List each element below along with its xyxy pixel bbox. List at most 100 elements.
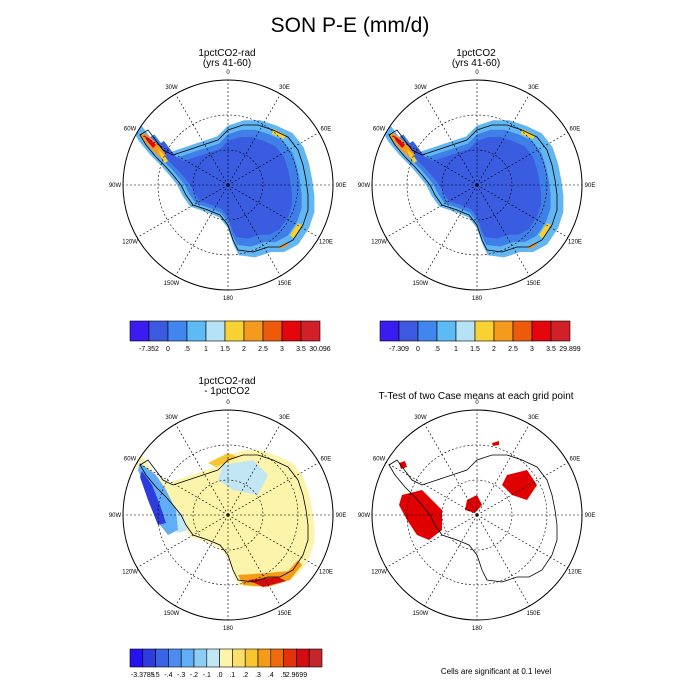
lon-label: 60W	[373, 127, 386, 133]
map-boundary	[371, 79, 583, 291]
colorbar-label: 3.5	[546, 346, 556, 353]
colorbar-box	[257, 648, 272, 668]
lon-label: 180	[223, 626, 234, 632]
lon-label: 60E	[321, 127, 332, 133]
lon-label: 30W	[165, 85, 178, 91]
lon-label: 90E	[336, 183, 347, 189]
colorbar-label: 3.5	[296, 346, 306, 353]
colorbar-box	[129, 320, 150, 342]
colorbar-box	[262, 320, 283, 342]
field-fill-inner	[157, 137, 292, 239]
significant-cells	[502, 470, 537, 500]
meridian-line	[136, 132, 229, 186]
colorbar-label: 1.5	[470, 346, 480, 353]
panel2-title: 1pctCO2 (yrs 41-60)	[376, 49, 576, 69]
colorbar-box	[300, 320, 321, 342]
lon-label: 150E	[526, 281, 540, 287]
lon-label: 120E	[319, 570, 333, 576]
diff-fill-lightblue	[218, 460, 268, 495]
colorbar-box	[148, 320, 169, 342]
colorbar-label: .5	[184, 346, 190, 353]
lon-label: 180	[223, 296, 234, 302]
colorbar-label: -7.309	[389, 346, 409, 353]
lon-label: 90W	[109, 513, 122, 519]
meridian-line	[227, 132, 320, 186]
colorbar-label: -7.352	[139, 346, 159, 353]
panel4-title-line1: T-Test of two Case means at each grid po…	[378, 391, 574, 402]
panel1-title: 1pctCO2-rad (yrs 41-60)	[127, 49, 327, 69]
colorbar-box	[417, 320, 438, 342]
coast-yellow-spot	[290, 223, 302, 239]
lon-label: 120E	[568, 570, 582, 576]
panel1-title-line1: 1pctCO2-rad	[198, 48, 256, 59]
colorbar-box	[244, 648, 259, 668]
coastline	[139, 124, 309, 253]
meridian-line	[476, 93, 530, 186]
meridian-line	[227, 514, 320, 568]
meridian-line	[424, 93, 478, 186]
lon-label: 120E	[568, 240, 582, 246]
panel1-title-line2: (yrs 41-60)	[202, 58, 252, 69]
meridian-line	[136, 514, 229, 568]
meridian-line	[175, 93, 229, 186]
lon-label: 150E	[526, 611, 540, 617]
colorbar-label: .2	[242, 672, 248, 679]
meridian-line	[227, 93, 281, 186]
map-panel-4: 0 30E 60E 90E 120E 150E 180 150W 120W 90W 60W 30W	[358, 400, 596, 632]
lon-label: 180	[472, 626, 483, 632]
lon-label: 120W	[371, 570, 387, 576]
meridian-line	[385, 132, 478, 186]
colorbar-box	[167, 320, 188, 342]
colorbar-box	[205, 320, 226, 342]
panel3-title-line1: 1pctCO2-rad	[198, 376, 256, 387]
colorbar-label: 0	[166, 346, 170, 353]
colorbar-box	[512, 320, 533, 342]
meridian-line	[175, 423, 229, 516]
lon-label: 120W	[122, 570, 138, 576]
lon-label: 60E	[321, 457, 332, 463]
lon-label: 0	[475, 70, 479, 76]
diff-fill-darkblue	[140, 471, 166, 525]
colorbar-label: 30.096	[309, 346, 331, 353]
lon-label: 60W	[124, 127, 137, 133]
significant-cells	[399, 461, 407, 469]
meridian-line	[476, 184, 530, 277]
latitude-circle	[441, 149, 513, 221]
colorbar-label: 3	[280, 346, 284, 353]
lon-label: 180	[472, 296, 483, 302]
colorbar-label: -.5	[152, 672, 160, 679]
lon-label: 90E	[336, 513, 347, 519]
colorbar-label: 1	[204, 346, 208, 353]
lon-label: 150W	[413, 611, 429, 617]
lon-label: 60W	[373, 457, 386, 463]
colorbar-box	[168, 648, 182, 668]
lon-label: 30E	[528, 415, 539, 421]
colorbar-box	[455, 320, 476, 342]
colorbar-box	[219, 648, 233, 668]
lon-label: 30W	[414, 85, 427, 91]
colorbar-label: .0	[217, 672, 223, 679]
meridian-line	[227, 423, 281, 516]
coastline	[388, 454, 558, 583]
colorbar-box	[155, 648, 169, 668]
colorbar-label: 2.9699	[286, 672, 308, 679]
meridian-line	[227, 184, 320, 238]
significant-cells	[492, 441, 499, 446]
lon-label: 150W	[164, 611, 180, 617]
map-panel-2: 0 30E 60E 90E 120E 150E 180 150W 120W 90W 60W 30W	[358, 70, 596, 302]
lon-label: 120W	[371, 240, 387, 246]
lon-label: 150W	[164, 281, 180, 287]
meridian-line	[476, 184, 569, 238]
colorbar-box	[232, 648, 246, 668]
meridian-line	[476, 423, 530, 516]
colorbar-label: 29.899	[559, 346, 581, 353]
meridian-line	[175, 184, 229, 277]
colorbar-3: -3.3785-.5 -.4 -.3 -.2 -.1 .0 .1 .2 .3 .4 .5 2.9699	[129, 648, 323, 679]
map-boundary	[122, 409, 334, 621]
lon-label: 30W	[414, 415, 427, 421]
meridian-line	[227, 184, 281, 277]
peninsula-yellow	[407, 149, 417, 163]
lon-label: 90E	[585, 513, 596, 519]
colorbar-box	[550, 320, 571, 342]
